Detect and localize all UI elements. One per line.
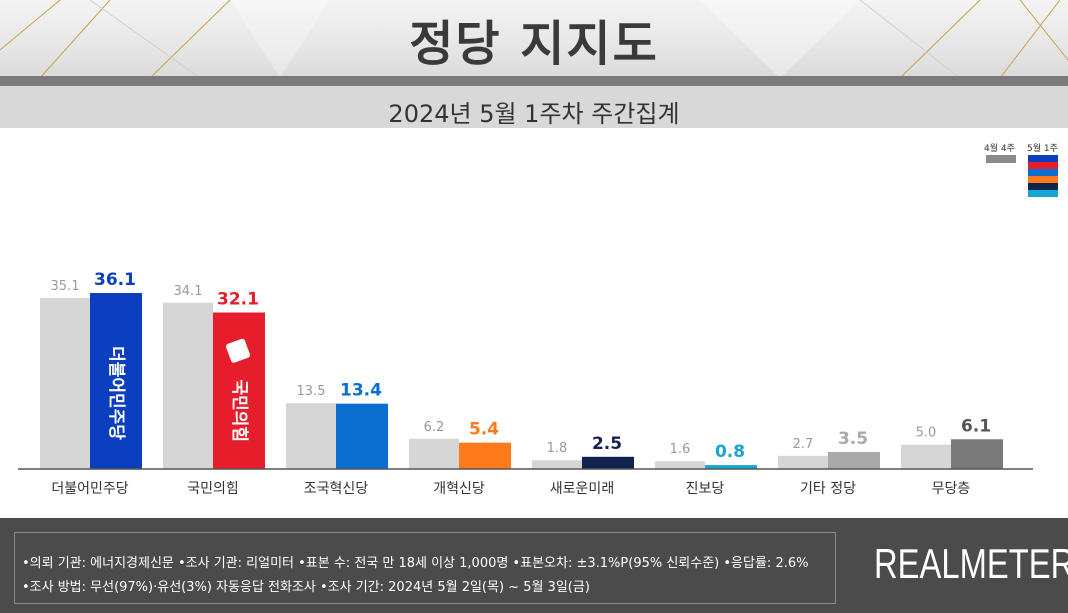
footer bbox=[0, 518, 1068, 613]
bar-prev-2 bbox=[286, 403, 336, 469]
category-label-5: 진보당 bbox=[686, 481, 725, 497]
value-label-prev-5: 1.6 bbox=[670, 442, 691, 457]
category-label-3: 개혁신당 bbox=[433, 481, 485, 497]
bar-cur-5 bbox=[705, 465, 757, 469]
value-label-prev-0: 35.1 bbox=[51, 279, 80, 294]
bar-prev-5 bbox=[655, 461, 705, 469]
header-divider bbox=[0, 76, 1068, 86]
decorative-lines bbox=[0, 0, 1068, 78]
survey-info-line-2: •조사 방법: 무선(97%)·유선(3%) 자동응답 전화조사 •조사 기간:… bbox=[22, 580, 590, 595]
value-label-cur-3: 5.4 bbox=[469, 420, 499, 440]
value-label-cur-5: 0.8 bbox=[715, 442, 745, 462]
value-label-prev-1: 34.1 bbox=[174, 284, 203, 299]
legend-prev-label: 4월 4주 bbox=[984, 144, 1015, 154]
survey-info-line-1: •의뢰 기관: 에너지경제신문 •조사 기관: 리얼미터 •표본 수: 전국 만… bbox=[22, 556, 809, 571]
bar-prev-4 bbox=[532, 460, 582, 469]
bar-cur-3 bbox=[459, 442, 511, 469]
category-label-6: 기타 정당 bbox=[800, 481, 856, 497]
value-label-cur-4: 2.5 bbox=[592, 434, 622, 454]
bar-cur-6 bbox=[828, 451, 880, 469]
realmeter-logo: REALMETER bbox=[874, 540, 1068, 587]
subtitle-bar bbox=[0, 86, 1068, 128]
legend-prev-swatch bbox=[986, 155, 1016, 163]
party-emblem-shape-1 bbox=[226, 338, 250, 363]
bar-prev-7 bbox=[901, 444, 951, 469]
category-label-0: 더불어민주당 bbox=[51, 481, 128, 497]
legend-cur-swatch bbox=[1028, 155, 1058, 197]
bar-cur-2 bbox=[336, 403, 388, 469]
value-label-cur-0: 36.1 bbox=[94, 270, 136, 290]
legend-cur-label: 5월 1주 bbox=[1027, 144, 1058, 154]
bar-cur-1 bbox=[213, 312, 265, 469]
value-label-prev-3: 6.2 bbox=[424, 420, 445, 435]
survey-info-box bbox=[14, 532, 836, 604]
value-label-prev-2: 13.5 bbox=[297, 384, 326, 399]
header-banner: 정당 지지도 bbox=[0, 0, 1068, 78]
value-label-cur-6: 3.5 bbox=[838, 429, 868, 449]
bar-prev-6 bbox=[778, 455, 828, 469]
value-label-prev-4: 1.8 bbox=[547, 441, 568, 456]
value-label-cur-7: 6.1 bbox=[961, 416, 991, 436]
category-label-2: 조국혁신당 bbox=[304, 481, 369, 497]
bar-prev-0 bbox=[40, 297, 90, 469]
bar-cur-7 bbox=[951, 439, 1003, 469]
party-logo-text-1: 국민의힘 bbox=[229, 379, 250, 442]
category-label-4: 새로운미래 bbox=[550, 481, 614, 497]
bar-prev-3 bbox=[409, 438, 459, 469]
bar-cur-4 bbox=[582, 456, 634, 469]
value-label-cur-1: 32.1 bbox=[217, 290, 259, 310]
page-title: 정당 지지도 bbox=[409, 16, 659, 72]
value-label-prev-7: 5.0 bbox=[916, 426, 937, 441]
value-label-prev-6: 2.7 bbox=[793, 437, 814, 452]
bar-chart: 35.1 36.1 더불어민주당 34.1 32.1 국민의힘 13.5 13.4 조국혁신당 6… bbox=[18, 270, 1033, 497]
value-label-cur-2: 13.4 bbox=[340, 381, 382, 401]
bar-cur-0 bbox=[90, 293, 142, 469]
category-label-1: 국민의힘 bbox=[187, 481, 239, 497]
party-logo-text-0: 더불어민주당 bbox=[106, 346, 126, 440]
category-label-7: 무당층 bbox=[932, 481, 971, 497]
chart-subtitle: 2024년 5월 1주차 주간집계 bbox=[388, 100, 680, 128]
bar-prev-1 bbox=[163, 302, 213, 469]
